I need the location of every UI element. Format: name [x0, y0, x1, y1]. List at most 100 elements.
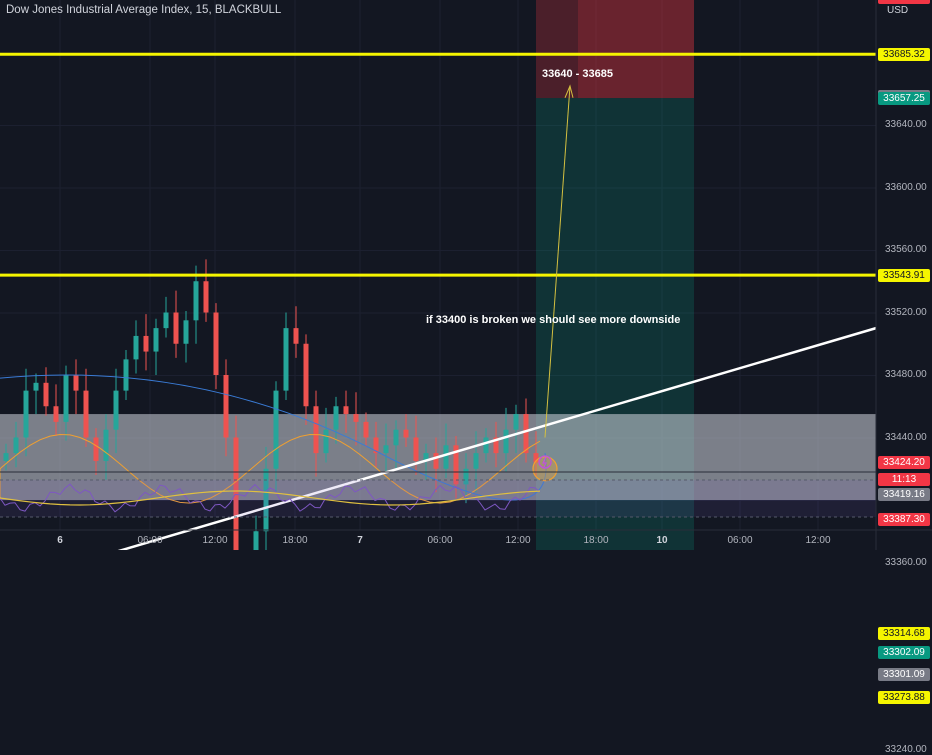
candle-body: [183, 320, 189, 344]
candle-body: [353, 414, 359, 422]
candle-body: [403, 429, 409, 438]
candle-body: [203, 281, 209, 313]
price-axis-label: 33560.00: [885, 244, 927, 255]
candle-body: [383, 445, 389, 454]
candle-body: [103, 429, 109, 461]
candle-body: [523, 414, 529, 454]
candle-body: [333, 406, 339, 430]
price-tag: 11:13: [878, 473, 930, 487]
candle-body: [443, 445, 449, 469]
candle-body: [123, 359, 129, 391]
candle-body: [313, 406, 319, 454]
lightning-icon-bolt: [542, 456, 547, 468]
price-tag: 33543.91: [878, 268, 930, 282]
chart-canvas[interactable]: [0, 0, 932, 550]
price-axis-label: 33360.00: [885, 556, 927, 568]
candle-body: [473, 453, 479, 469]
candle-body: [423, 453, 429, 461]
candle-body: [163, 312, 169, 329]
rsi-line: [0, 483, 541, 513]
price-axis-label: 33520.00: [885, 306, 927, 318]
candle-body: [343, 406, 349, 415]
candle-body: [393, 429, 399, 446]
target-arrow: [544, 85, 571, 438]
candle-body: [233, 437, 239, 550]
time-axis-label: 6: [57, 535, 63, 546]
candle-body: [433, 453, 439, 469]
candle-body: [323, 429, 329, 454]
time-axis-label: 10: [656, 535, 668, 546]
candle-body: [213, 312, 219, 375]
time-axis-label: 18:00: [282, 535, 308, 546]
time-axis-label: 18:00: [583, 535, 609, 546]
price-tag: 33721.31: [878, 0, 930, 5]
time-axis-label: 12:00: [505, 535, 531, 546]
rsi-average-line: [0, 490, 541, 506]
time-axis-label: 06:00: [137, 535, 163, 546]
candle-body: [83, 390, 89, 438]
price-axis-label: 33440.00: [885, 431, 927, 443]
breakdown-note: if 33400 is broken we should see more do…: [426, 314, 681, 326]
price-tag: 33302.09: [878, 646, 930, 660]
fast-moving-average: [0, 433, 541, 504]
candle-body: [373, 437, 379, 454]
price-tag: 33314.68: [878, 626, 930, 640]
candle-body: [503, 429, 509, 454]
candle-body: [223, 375, 229, 438]
price-tag: 33387.30: [878, 513, 930, 527]
candle-body: [273, 390, 279, 469]
candle-body: [43, 382, 49, 407]
chart-title: Dow Jones Industrial Average Index, 15, …: [6, 4, 282, 16]
candle-body: [283, 328, 289, 391]
candle-body: [533, 453, 539, 463]
rsi-band: [0, 480, 876, 517]
time-axis-label: 06:00: [727, 535, 753, 546]
price-axis-label: 33480.00: [885, 369, 927, 380]
price-tag: 33419.16: [878, 488, 930, 502]
target-annotation: 33640 - 33685: [542, 68, 613, 80]
candle-body: [53, 406, 59, 422]
price-tag: 33424.20: [878, 455, 930, 469]
candle-body: [513, 414, 519, 430]
candle-body: [463, 468, 469, 485]
candle-body: [483, 437, 489, 454]
candle-body: [63, 375, 69, 422]
candle-body: [263, 468, 269, 532]
price-tag: 33273.88: [878, 690, 930, 704]
candle-body: [23, 390, 29, 438]
candle-body: [93, 437, 99, 461]
candle-body: [193, 281, 199, 321]
candle-body: [413, 437, 419, 461]
candle-body: [293, 328, 299, 344]
candle-body: [453, 445, 459, 485]
candle-body: [143, 335, 149, 352]
trendline: [117, 326, 877, 550]
price-axis-label: 33640.00: [885, 119, 927, 130]
stop-loss-zone-shade: [578, 0, 694, 99]
price-tag: 33657.25: [878, 91, 930, 105]
price-tag: 33301.09: [878, 667, 930, 681]
candle-body: [3, 453, 9, 461]
lightning-icon: [538, 455, 552, 469]
stop-loss-zone: [536, 0, 694, 99]
time-axis-label: 12:00: [805, 535, 831, 546]
time-axis-label: 06:00: [427, 535, 453, 546]
candle-body: [113, 390, 119, 430]
candle-body: [153, 328, 159, 352]
target-arrow-head: [564, 84, 574, 98]
candle-body: [133, 335, 139, 360]
price-axis-label: 33600.00: [885, 181, 927, 193]
price-tag: 33685.32: [878, 47, 930, 61]
candle-body: [33, 382, 39, 391]
time-axis-label: 12:00: [202, 535, 228, 546]
slow-moving-average: [0, 374, 547, 501]
highlight-circle: [532, 456, 558, 482]
candle-body: [303, 343, 309, 407]
currency-label: USD: [887, 5, 909, 16]
candle-body: [173, 312, 179, 344]
candle-body: [493, 437, 499, 454]
candle-body: [253, 531, 259, 550]
candle-body: [13, 437, 19, 454]
candle-body: [363, 421, 369, 438]
candle-body: [73, 375, 79, 391]
